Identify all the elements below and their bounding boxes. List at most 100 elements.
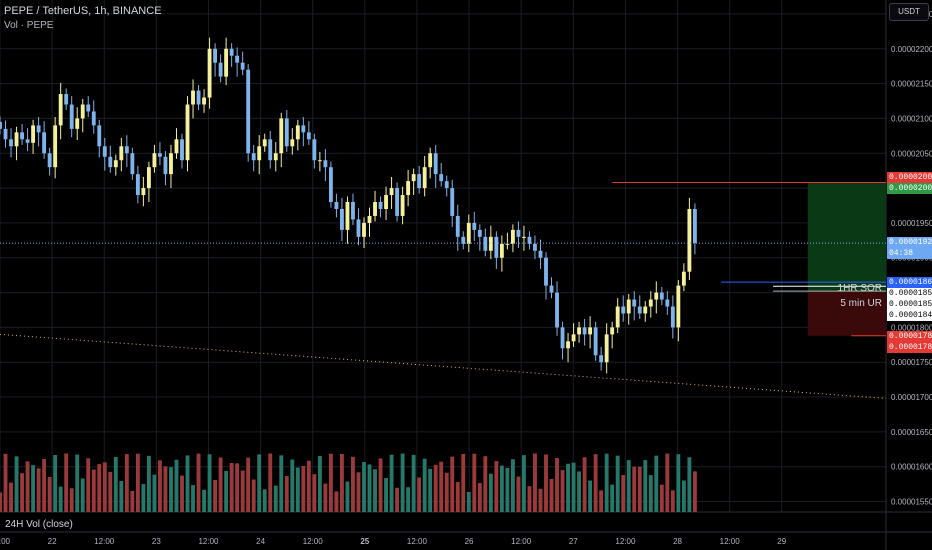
candle-body	[560, 327, 565, 349]
candle-body	[130, 153, 135, 175]
candle-body	[135, 174, 140, 196]
chart-symbol-title[interactable]: PEPE / TetherUS, 1h, BINANCE	[4, 5, 162, 17]
candle-body	[202, 97, 206, 105]
volume-bar	[494, 461, 499, 512]
candle-body	[384, 195, 388, 209]
volume-bar	[42, 458, 47, 512]
volume-bar	[422, 458, 427, 512]
volume-bar	[169, 467, 173, 512]
candle-body	[505, 243, 510, 245]
volume-bar	[119, 481, 124, 512]
volume-bar	[262, 489, 267, 512]
candle-body	[290, 139, 295, 147]
volume-bar	[687, 457, 692, 512]
volume-bar	[218, 457, 223, 512]
candle-body	[367, 215, 372, 223]
candle-body	[389, 188, 394, 196]
volume-bar	[676, 454, 681, 512]
volume-bar	[163, 466, 168, 512]
currency-button[interactable]: USDT	[889, 3, 929, 21]
y-tick-label: 0.00002200	[891, 45, 932, 54]
position-zone-target	[807, 182, 886, 292]
x-tick-label: 23	[152, 537, 161, 546]
volume-bar	[477, 483, 482, 512]
candle-body	[450, 188, 455, 216]
volume-bar	[681, 480, 686, 512]
candle-body	[549, 285, 554, 293]
volume-bar	[450, 456, 455, 512]
candle-body	[268, 139, 273, 161]
candle-body	[42, 132, 47, 154]
volume-pane-label: 24H Vol (close)	[5, 519, 73, 530]
candle-body	[544, 257, 548, 286]
volume-bar	[389, 454, 394, 512]
volume-bar	[373, 469, 377, 512]
x-tick-label: 22	[48, 537, 57, 546]
price-tag-stop1: 0.00001788	[887, 330, 932, 342]
candle-body	[69, 104, 74, 129]
volume-bar	[384, 478, 388, 512]
volume-bar	[362, 462, 366, 512]
volume-bar	[610, 484, 615, 512]
candle-body	[257, 146, 262, 161]
candle-body	[533, 243, 537, 251]
candle-body	[555, 292, 559, 328]
volume-bar	[312, 474, 317, 512]
x-tick-label: 12:00	[615, 537, 636, 546]
volume-bar	[235, 463, 240, 512]
volume-bar	[632, 466, 637, 512]
candle-body	[461, 236, 466, 244]
candle-body	[648, 299, 653, 307]
volume-bar	[146, 455, 151, 512]
candle-body	[301, 125, 306, 133]
candle-body	[235, 55, 240, 63]
candle-body	[229, 48, 234, 56]
volume-bar	[251, 479, 256, 512]
candle-body	[510, 229, 515, 244]
candle-body	[185, 104, 190, 161]
candle-body	[516, 229, 521, 237]
volume-bar	[301, 465, 306, 512]
candle-body	[340, 208, 344, 230]
volume-bar	[395, 487, 400, 512]
candle-body	[632, 299, 637, 307]
candle-body	[373, 202, 377, 216]
ur-annotation: 5 min UR	[840, 298, 882, 310]
x-tick-label: 12:00	[94, 537, 115, 546]
position-zone-stop	[807, 291, 886, 336]
volume-bar	[158, 460, 162, 512]
candle-body	[692, 208, 697, 244]
candle-body	[665, 299, 670, 307]
candle-body	[273, 153, 278, 161]
price-tag-entry1: 0.00001859	[887, 288, 932, 300]
volume-bar	[604, 453, 609, 512]
volume-bar	[345, 481, 350, 512]
candle-body	[246, 69, 251, 154]
sor-annotation: 1HR SOR	[837, 283, 882, 295]
volume-bar	[69, 488, 74, 512]
volume-bar	[25, 461, 30, 512]
candle-body	[20, 132, 24, 140]
volume-indicator-legend[interactable]: Vol · PEPE	[4, 20, 54, 31]
volume-bar	[14, 456, 19, 512]
volume-bar	[86, 458, 91, 512]
y-tick-label: 0.00001600	[891, 463, 932, 472]
candle-body	[681, 271, 686, 286]
volume-bar	[213, 479, 218, 512]
candle-body	[659, 292, 664, 300]
volume-bar	[113, 457, 118, 512]
volume-bar	[290, 459, 295, 512]
candle-body	[224, 48, 229, 77]
x-tick-label: 12:00	[407, 537, 428, 546]
volume-bar	[196, 453, 201, 512]
volume-bar	[80, 478, 85, 512]
candle-body	[196, 90, 201, 105]
x-tick-label: 29	[777, 537, 786, 546]
candle-body	[610, 327, 615, 335]
volume-bar	[257, 454, 262, 512]
volume-bar	[323, 483, 328, 512]
candle-body	[169, 153, 173, 175]
volume-bar	[538, 488, 543, 512]
candle-body	[58, 94, 63, 126]
